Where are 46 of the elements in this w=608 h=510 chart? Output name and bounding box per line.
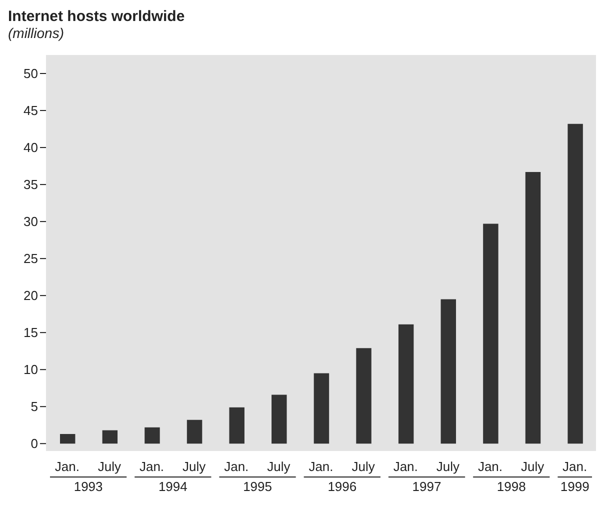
y-tick-label: 30 xyxy=(24,214,38,230)
bar xyxy=(440,299,456,444)
y-tick-label: 15 xyxy=(24,325,38,340)
bar xyxy=(483,224,498,444)
bar xyxy=(229,407,244,444)
text: 1995 xyxy=(243,479,272,494)
bar xyxy=(314,373,330,444)
bar xyxy=(144,427,160,444)
bar xyxy=(398,324,414,444)
y-tick-label: 25 xyxy=(24,251,38,266)
bar xyxy=(525,172,541,444)
y-tick-label: 0 xyxy=(30,436,38,452)
y-tick-label: 35 xyxy=(24,177,38,192)
bar xyxy=(60,434,76,444)
text: 1994 xyxy=(158,479,188,494)
text: 1998 xyxy=(496,479,526,494)
y-tick-label: 40 xyxy=(24,140,38,156)
x-tick-label: Jan. xyxy=(308,459,334,474)
text: 1999 xyxy=(560,479,590,494)
y-tick-label: 20 xyxy=(24,288,38,304)
bar xyxy=(102,430,118,444)
bar xyxy=(186,420,202,444)
x-tick-label: July xyxy=(182,459,206,474)
x-tick-label: July xyxy=(98,459,122,474)
text: 1996 xyxy=(328,479,357,494)
x-tick-label: July xyxy=(267,459,291,474)
x-tick-label: Jan. xyxy=(224,459,249,474)
bar xyxy=(568,124,583,444)
bar xyxy=(272,394,287,444)
x-tick-label: July xyxy=(436,459,460,474)
text: 1993 xyxy=(74,479,103,494)
bar xyxy=(356,348,372,444)
x-tick-label: Jan. xyxy=(562,459,588,474)
x-tick-label: Jan. xyxy=(54,459,80,474)
chart-title: Internet hosts worldwide xyxy=(8,8,186,25)
y-tick-label: 5 xyxy=(30,399,38,414)
y-tick-label: 10 xyxy=(24,362,38,378)
y-tick-label: 45 xyxy=(24,103,38,118)
x-tick-label: Jan. xyxy=(139,459,164,474)
x-tick-label: Jan. xyxy=(393,459,418,474)
text: 1997 xyxy=(412,479,442,494)
y-tick-label: 50 xyxy=(24,66,38,82)
x-tick-label: July xyxy=(520,459,545,474)
chart-subtitle: (millions) xyxy=(8,25,65,41)
x-tick-label: July xyxy=(352,459,376,474)
x-tick-label: Jan. xyxy=(478,459,503,474)
